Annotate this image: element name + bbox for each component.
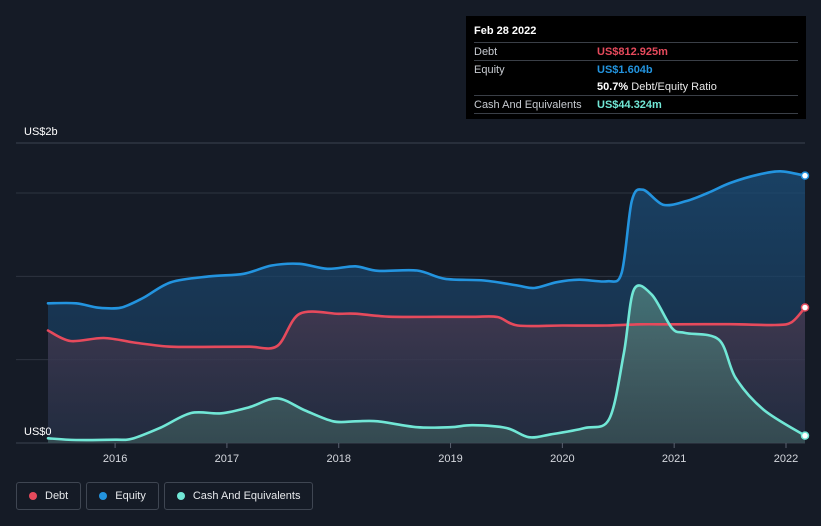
x-tick-label: 2021 (662, 453, 686, 465)
legend-item-debt[interactable]: Debt (16, 482, 82, 510)
tooltip-date: Feb 28 2022 (474, 25, 537, 37)
tooltip-ratio-value: 50.7% (597, 80, 629, 93)
chart-legend: Debt Equity Cash And Equivalents (16, 482, 318, 510)
tooltip-equity-label: Equity (474, 63, 505, 76)
x-tick-label: 2020 (550, 453, 574, 465)
cash-area (48, 285, 805, 443)
tooltip-cash-value: US$44.324m (597, 98, 662, 111)
legend-debt-label: Debt (45, 490, 69, 502)
x-tick-label: 2016 (103, 453, 127, 465)
x-tick-label: 2022 (774, 453, 798, 465)
y-tick-label: US$2b (24, 126, 58, 138)
equity-end-marker (800, 171, 810, 180)
axis-labels: 2016 2017 2018 2019 2020 2021 2022 US$2b US$0 (24, 126, 798, 465)
x-tick-label: 2017 (215, 453, 239, 465)
tooltip-row-ratio: 50.7% Debt/Equity Ratio (474, 78, 798, 95)
equity-line (46, 169, 807, 310)
cash-dot-icon (176, 492, 185, 500)
area-fills (48, 171, 805, 444)
cash-line (46, 284, 807, 442)
legend-equity-label: Equity (115, 490, 146, 502)
x-tick-label: 2019 (438, 453, 462, 465)
x-tick-label: 2018 (326, 453, 350, 465)
debt-line (46, 306, 807, 350)
tooltip-cash-label: Cash And Equivalents (474, 98, 582, 111)
cash-end-marker (800, 431, 810, 440)
tooltip-ratio: 50.7% Debt/Equity Ratio (597, 81, 717, 93)
tooltip-row-debt: Debt US$812.925m (474, 42, 798, 60)
tooltip-debt-value: US$812.925m (597, 45, 668, 58)
legend-item-cash[interactable]: Cash And Equivalents (163, 482, 314, 510)
tooltip-ratio-label: Debt/Equity Ratio (631, 80, 717, 93)
tooltip-row-cash: Cash And Equivalents US$44.324m (474, 95, 798, 114)
debt-dot-icon (29, 492, 37, 500)
tooltip-debt-label: Debt (474, 45, 498, 58)
legend-item-equity[interactable]: Equity (86, 482, 159, 510)
tooltip-equity-value: US$1.604b (597, 63, 653, 76)
series-lines (46, 169, 810, 442)
data-tooltip: Feb 28 2022 Debt US$812.925m Equity US$1… (466, 16, 806, 119)
y-tick-label: US$0 (24, 426, 52, 438)
debt-end-marker (800, 303, 810, 312)
tooltip-row-equity: Equity US$1.604b (474, 60, 798, 78)
legend-cash-label: Cash And Equivalents (192, 490, 301, 502)
equity-dot-icon (99, 492, 108, 500)
